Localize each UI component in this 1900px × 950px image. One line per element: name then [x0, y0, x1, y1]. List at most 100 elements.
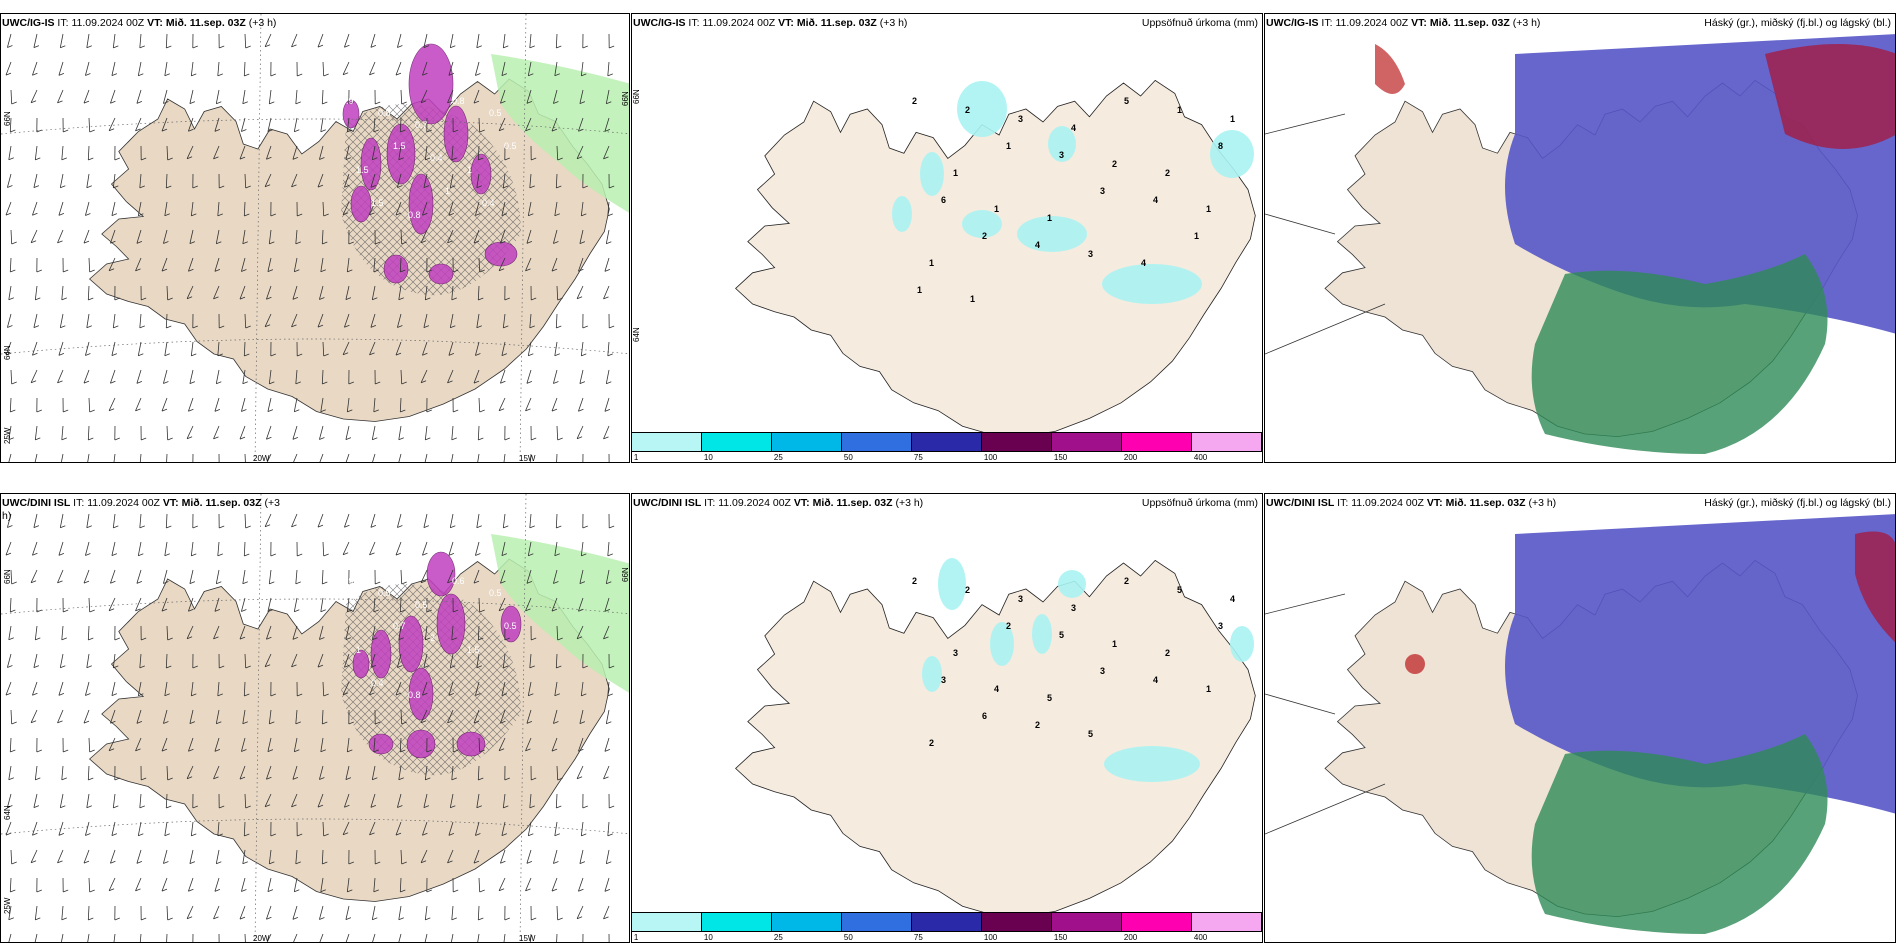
wind-barb-flag: [36, 749, 42, 753]
precip-value-label: 2: [430, 633, 435, 643]
wind-barb-flag: [219, 45, 225, 49]
wind-barb: [243, 541, 246, 557]
wind-barb-flag: [138, 693, 144, 697]
wind-barb: [186, 625, 194, 639]
panel-wind-precip-dini[interactable]: 0.9 0.5 0.5 0.6 0.5 1 0.7 2 1.5 0.5 0.4 0.8 UWC/DIN…: [0, 493, 630, 943]
wind-barb-flag: [63, 409, 69, 413]
wind-barb-flag: [375, 241, 381, 245]
wind-barb: [186, 145, 194, 159]
wind-barb-flag: [531, 917, 537, 921]
wind-barb: [213, 425, 220, 440]
heavy-precip-blob: [342, 99, 360, 129]
wind-barb: [57, 849, 64, 864]
wind-barb: [291, 793, 298, 808]
wind-barb-flag: [501, 353, 508, 356]
panel-wind-precip-igis[interactable]: 0.9 0.8 0.7 0.8 0.5 1.5 1.5 0.4 1 0.5 1.5 0.8 1 0.4 U…: [0, 13, 630, 463]
colorbar-swatch: [1052, 433, 1122, 451]
wind-barb-flag: [553, 581, 559, 584]
wind-barb-flag: [83, 860, 90, 864]
wind-barb: [61, 933, 64, 942]
precip-patch: [1104, 746, 1200, 782]
wind-barb: [503, 453, 506, 462]
wind-barb-flag: [270, 833, 276, 837]
wind-barb: [85, 541, 90, 556]
wind-barb: [342, 61, 350, 75]
heavy-precip-blob: [360, 137, 382, 191]
wind-barb-flag: [242, 721, 248, 725]
wind-barb-flag: [578, 128, 584, 132]
wind-barb-flag: [244, 553, 250, 557]
wind-barb: [85, 201, 90, 216]
wind-barb-flag: [554, 833, 560, 837]
wind-barb: [86, 653, 90, 668]
wind-barb-flag: [479, 749, 485, 753]
wind-barb-flag: [322, 101, 328, 105]
wind-barb-flag: [528, 553, 534, 557]
colorbar-swatch: [702, 433, 772, 451]
wind-barb-flag: [292, 917, 299, 920]
wind-barb-flag: [607, 693, 613, 697]
wind-barb-flag: [89, 889, 95, 893]
wind-barb-flag: [451, 157, 457, 161]
wind-barb-flag: [375, 381, 381, 385]
wind-barb: [214, 117, 220, 132]
wind-barb-flag: [344, 804, 350, 808]
wind-barb-flag: [395, 212, 402, 216]
accum-value-label: 1: [1230, 114, 1235, 124]
panel-clouds-igis[interactable]: UWC/IG-IS IT: 11.09.2024 00Z VT: Mið. 11…: [1264, 13, 1896, 463]
wind-barb-flag: [60, 525, 66, 529]
wind-barb-flag: [113, 665, 119, 669]
wind-barb-flag: [422, 72, 428, 76]
precip-value-label: 0.4: [482, 198, 495, 208]
wind-barb-flag: [448, 73, 455, 76]
wind-barb: [422, 821, 428, 836]
wind-barb-flag: [450, 45, 456, 49]
wind-barb-flag: [373, 269, 379, 273]
wind-barb: [451, 425, 454, 440]
wind-barb-flag: [239, 156, 246, 160]
wind-barb-flag: [8, 437, 14, 441]
wind-barb-flag: [239, 776, 246, 780]
wind-barb-flag: [86, 525, 92, 529]
wind-barb-flag: [607, 73, 613, 77]
wind-barb-flag: [245, 325, 251, 329]
wind-barb: [525, 397, 532, 412]
colorbar-tick-label: 25: [773, 453, 783, 462]
wind-barb: [395, 61, 402, 76]
wind-barb: [291, 313, 298, 328]
wind-barb-flag: [89, 409, 95, 413]
wind-barb-flag: [342, 72, 349, 76]
wind-barb: [136, 569, 142, 584]
wind-barb: [500, 89, 506, 104]
wind-barb: [500, 709, 506, 724]
precip-value-label: 0.4: [371, 678, 384, 688]
border-line: [1265, 113, 1386, 355]
wind-barb: [422, 681, 428, 696]
wind-barb: [139, 453, 142, 462]
wind-barb: [579, 569, 584, 584]
wind-barb-flag: [213, 636, 219, 640]
wind-barb: [139, 653, 142, 668]
wind-barb-flag: [475, 553, 481, 556]
wind-barb-flag: [192, 325, 198, 329]
wind-barb: [215, 229, 220, 244]
wind-barb: [10, 229, 13, 245]
wind-barb: [526, 89, 532, 104]
panel-title: UWC/IG-IS IT: 11.09.2024 00Z VT: Mið. 11…: [1266, 17, 1541, 29]
lat-label-66n: 66N: [3, 569, 12, 584]
wind-barb-flag: [556, 805, 562, 809]
wind-barb: [57, 569, 64, 584]
panel-clouds-dini[interactable]: UWC/DINI ISL IT: 11.09.2024 00Z VT: Mið.…: [1264, 493, 1896, 943]
accum-value-label: 1: [1206, 204, 1211, 214]
wind-barb: [58, 341, 64, 356]
wind-barb-flag: [216, 241, 222, 245]
wind-barb: [424, 765, 428, 780]
wind-barb-flag: [529, 805, 535, 809]
wind-barb-flag: [242, 101, 248, 105]
wind-barb-flag: [136, 721, 143, 724]
wind-barb: [475, 821, 480, 836]
wind-barb: [87, 765, 90, 781]
wind-barb-flag: [526, 241, 533, 244]
